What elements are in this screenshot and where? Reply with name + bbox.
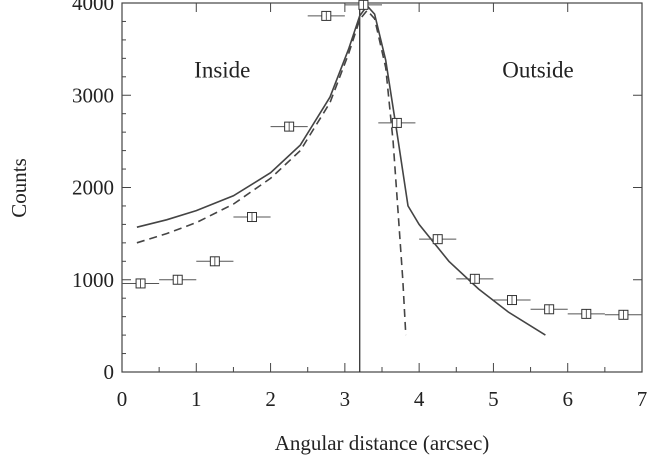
model-curve-dashed (136, 9, 407, 336)
x-tick-label: 2 (265, 387, 276, 411)
inside-label: Inside (194, 58, 250, 83)
x-tick-label: 7 (637, 387, 648, 411)
x-tick-label: 1 (191, 387, 202, 411)
outside-label: Outside (502, 58, 574, 83)
plot-area: Inside Outside (121, 0, 643, 373)
x-tick-label: 6 (562, 387, 573, 411)
x-tick-label: 4 (414, 387, 425, 411)
x-tick-label: 0 (117, 387, 128, 411)
y-tick-label: 2000 (72, 176, 114, 200)
y-tick-label: 0 (104, 360, 115, 384)
x-tick-label: 3 (340, 387, 351, 411)
x-axis-label: Angular distance (arcsec) (275, 431, 490, 455)
y-axis-label: Counts (7, 158, 31, 218)
y-tick-label: 1000 (72, 268, 114, 292)
y-tick-label: 4000 (72, 0, 114, 15)
x-tick-label: 5 (488, 387, 499, 411)
tick-labels: 0 1 2 3 4 5 6 7 0 1000 2000 3000 4000 (72, 0, 647, 411)
model-curve-solid (136, 4, 546, 336)
y-tick-label: 3000 (72, 83, 114, 107)
